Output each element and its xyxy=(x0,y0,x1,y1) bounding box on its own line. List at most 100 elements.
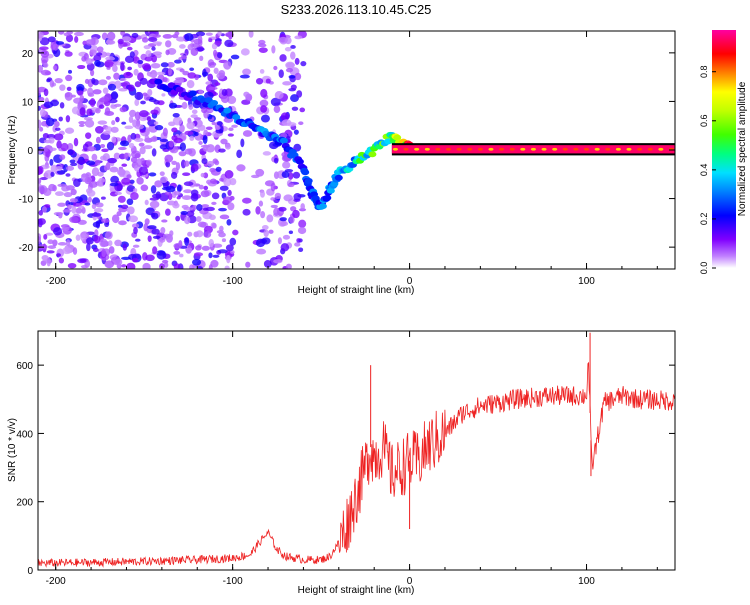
spec-noise-blob xyxy=(208,252,213,259)
spec-noise-blob xyxy=(131,32,139,39)
spec-noise-blob xyxy=(191,109,198,115)
spec-noise-blob xyxy=(77,90,84,96)
spec-noise-blob xyxy=(119,140,130,147)
spec-noise-blob xyxy=(39,126,44,132)
spec-noise-blob xyxy=(52,125,57,133)
spec-noise-blob xyxy=(183,207,194,211)
spec-noise-blob xyxy=(119,77,127,82)
spec-noise-blob xyxy=(196,203,203,212)
spec-noise-blob xyxy=(42,132,49,139)
spec-noise-blob xyxy=(53,227,63,236)
spec-noise-blob xyxy=(217,31,222,37)
spec-noise-blob xyxy=(116,184,123,192)
spec-noise-blob xyxy=(193,252,204,257)
spec-noise-blob xyxy=(70,188,77,196)
spec-noise-blob xyxy=(86,189,96,197)
spec-noise-blob xyxy=(223,60,232,70)
spec-noise-blob xyxy=(97,120,108,125)
spec-noise-blob xyxy=(133,68,139,76)
spec-noise-blob xyxy=(151,54,158,63)
spec-noise-blob xyxy=(208,38,213,43)
carrier-band-blob xyxy=(467,147,473,151)
spec-noise-blob xyxy=(197,35,203,44)
spec-noise-blob xyxy=(259,99,269,107)
spec-noise-blob xyxy=(255,77,264,85)
carrier-band-blob xyxy=(435,147,441,151)
spec-noise-blob xyxy=(112,64,118,73)
spec-noise-blob xyxy=(179,142,187,152)
spec-noise-blob xyxy=(127,84,135,92)
spec-noise-blob xyxy=(173,191,181,196)
spec-noise-blob xyxy=(156,250,167,260)
spec-noise-blob xyxy=(209,167,217,173)
spec-noise-blob xyxy=(161,219,168,223)
spec-noise-blob xyxy=(150,109,159,115)
spec-noise-blob xyxy=(121,36,132,42)
spec-noise-blob xyxy=(195,230,204,238)
spec-noise-blob xyxy=(205,81,212,85)
spec-noise-blob xyxy=(168,102,178,109)
spec-noise-blob xyxy=(38,165,44,175)
spec-noise-blob xyxy=(103,164,109,172)
spec-noise-blob xyxy=(282,234,291,240)
snr-x-ticks: -200 -100 0 100 xyxy=(46,331,658,587)
spec-y-tick-label: 20 xyxy=(22,49,34,60)
spec-noise-blob xyxy=(282,81,292,86)
spec-noise-blob xyxy=(298,121,304,126)
spec-noise-blob xyxy=(174,59,182,64)
spec-noise-blob xyxy=(91,153,98,161)
spec-noise-blob xyxy=(161,259,169,264)
spec-noise-blob xyxy=(113,103,122,108)
spec-noise-blob xyxy=(114,80,122,89)
spec-noise-blob xyxy=(261,237,271,245)
spec-noise-blob xyxy=(266,214,274,223)
snr-x-tick-label: 0 xyxy=(407,576,413,587)
spec-noise-blob xyxy=(274,91,284,100)
spec-noise-blob xyxy=(279,217,287,222)
spec-noise-blob xyxy=(218,207,227,212)
spec-ridge-blob xyxy=(223,107,232,114)
spec-noise-blob xyxy=(101,148,109,153)
spec-noise-blob xyxy=(236,149,243,159)
spec-noise-blob xyxy=(210,259,219,268)
spec-noise-blob xyxy=(79,107,86,116)
spec-noise-blob xyxy=(172,112,180,118)
spec-noise-blob xyxy=(224,143,231,150)
spec-noise-blob xyxy=(210,178,217,184)
spec-noise-blob xyxy=(136,158,143,168)
spec-noise-blob xyxy=(205,32,213,36)
spec-noise-blob xyxy=(287,182,295,188)
spec-noise-blob xyxy=(182,70,190,76)
spec-y-tick-label: -20 xyxy=(19,243,34,254)
spec-noise-blob xyxy=(250,174,260,179)
spec-noise-blob xyxy=(143,145,153,150)
colorbar-ticks: 0.0 0.2 0.4 0.6 0.8 xyxy=(699,65,716,274)
spec-noise-blob xyxy=(152,41,163,45)
spec-noise-blob xyxy=(219,177,224,182)
spec-noise-blob xyxy=(49,80,55,88)
spec-noise-blob xyxy=(46,250,55,254)
spec-noise-blob xyxy=(92,89,102,95)
spec-noise-blob xyxy=(114,191,122,195)
spec-noise-blob xyxy=(262,151,272,156)
spec-noise-blob xyxy=(255,206,261,215)
spec-noise-blob xyxy=(91,203,97,210)
spec-noise-blob xyxy=(121,121,127,125)
spec-noise-blob xyxy=(93,54,102,62)
spec-noise-blob xyxy=(90,175,96,183)
spec-noise-blob xyxy=(260,88,268,98)
spec-noise-blob xyxy=(62,247,72,255)
spec-noise-blob xyxy=(196,266,203,269)
spec-noise-blob xyxy=(213,67,219,74)
spec-noise-blob xyxy=(179,68,185,73)
spec-noise-blob xyxy=(293,192,302,201)
spec-noise-blob xyxy=(282,161,291,169)
spec-noise-blob xyxy=(294,57,300,65)
carrier-band-blob xyxy=(626,147,632,151)
snr-line xyxy=(38,361,675,568)
spec-noise-blob xyxy=(98,79,108,86)
spec-noise-blob xyxy=(91,212,102,217)
spec-noise-blob xyxy=(298,247,304,253)
spec-noise-blob xyxy=(210,64,216,68)
